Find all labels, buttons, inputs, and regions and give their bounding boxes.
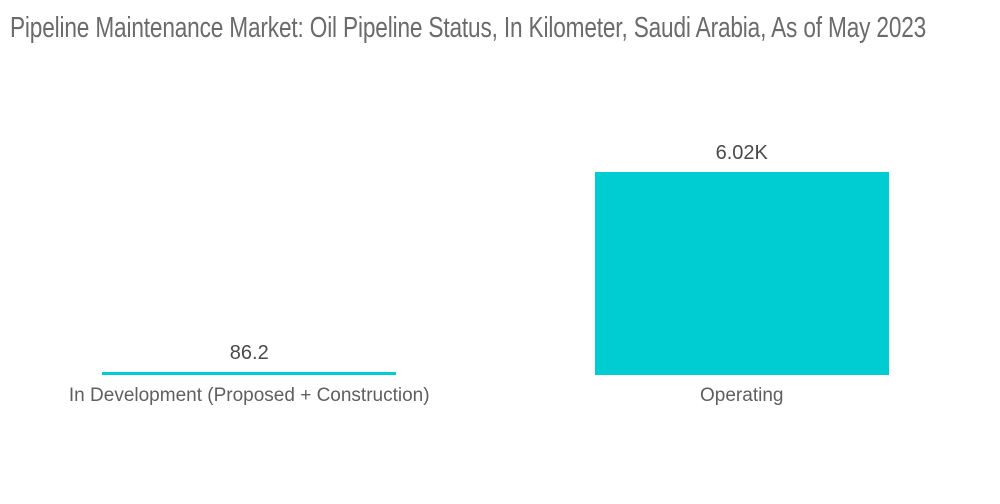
bar-slot-operating: 6.02K [496,0,989,375]
value-label-operating: 6.02K [715,142,768,164]
value-label-in-development: 86.2 [229,342,269,365]
bar-in-development [102,372,397,375]
category-label-in-development: In Development (Proposed + Construction) [68,385,430,406]
bar-slot-in-development: 86.2 [3,0,496,375]
bar-operating [594,172,889,375]
chart-title: Pipeline Maintenance Market: Oil Pipelin… [10,12,927,44]
category-label-operating: Operating [700,385,784,406]
plot-area: 86.2 6.02K [3,0,988,375]
category-axis: In Development (Proposed + Construction)… [3,384,988,408]
